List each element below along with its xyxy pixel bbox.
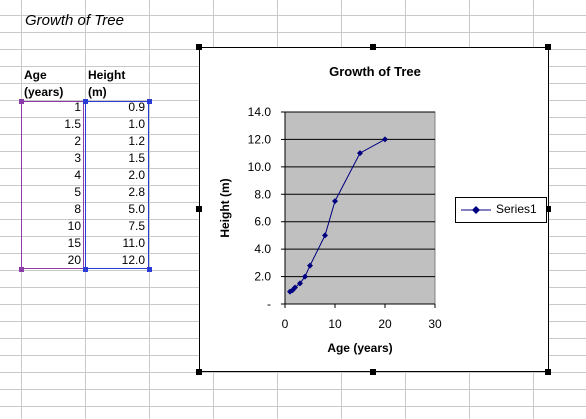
series1-point[interactable] [307, 262, 313, 269]
x-tick-label: 20 [378, 317, 392, 331]
age-range-handle-top-left[interactable] [19, 99, 24, 104]
age-cell[interactable]: 3 [74, 151, 81, 165]
chart-resize-handle-sw[interactable] [196, 369, 202, 375]
y-tick-label: 14.0 [248, 105, 272, 119]
chart-resize-handle-ne[interactable] [545, 44, 551, 50]
x-axis-label[interactable]: Age (years) [327, 341, 392, 355]
height-cell[interactable]: 2.8 [128, 185, 145, 199]
age-range-handle-bottom-left[interactable] [19, 267, 24, 272]
y-tick-label: 12.0 [248, 132, 272, 146]
axes [284, 112, 435, 305]
plot-area[interactable] [284, 111, 436, 305]
chart-resize-handle-se[interactable] [545, 369, 551, 375]
chart-legend[interactable]: Series1 [455, 197, 547, 223]
series1-point[interactable] [322, 232, 328, 239]
header-age-units[interactable]: (years) [24, 85, 64, 99]
height-cell[interactable]: 2.0 [128, 168, 145, 182]
x-tick-label: 30 [428, 317, 442, 331]
height-cell[interactable]: 0.9 [128, 100, 145, 114]
height-cell[interactable]: 1.5 [128, 151, 145, 165]
height-cell[interactable]: 7.5 [128, 219, 145, 233]
series1-point[interactable] [302, 273, 308, 280]
y-tick-label: - [267, 297, 271, 311]
x-tick-label: 0 [282, 317, 289, 331]
series1-point[interactable] [382, 136, 388, 143]
height-range-handle-bottom-right[interactable] [147, 267, 152, 272]
series1-point[interactable] [292, 284, 298, 291]
age-cell[interactable]: 2 [74, 134, 81, 148]
age-cell[interactable]: 1.5 [64, 117, 81, 131]
age-cell[interactable]: 4 [74, 168, 81, 182]
height-range-handle-top-left[interactable] [83, 99, 88, 104]
age-cell[interactable]: 5 [74, 185, 81, 199]
chart-resize-handle-w[interactable] [196, 206, 202, 212]
y-tick-label: 4.0 [254, 242, 271, 256]
height-cell[interactable]: 5.0 [128, 202, 145, 216]
chart-resize-handle-s[interactable] [370, 369, 376, 375]
height-range-handle-bottom-left[interactable] [83, 267, 88, 272]
y-tick-label: 8.0 [254, 187, 271, 201]
series1-point[interactable] [332, 198, 338, 205]
header-height[interactable]: Height [88, 68, 126, 82]
chart-resize-handle-e[interactable] [545, 206, 551, 212]
age-cell[interactable]: 10 [67, 219, 81, 233]
height-range-selection[interactable] [85, 101, 149, 269]
chart-title[interactable]: Growth of Tree [329, 64, 421, 79]
age-cell[interactable]: 8 [74, 202, 81, 216]
age-range-selection[interactable] [21, 101, 84, 269]
gridlines [285, 111, 435, 278]
y-tick-label: 10.0 [248, 160, 272, 174]
height-cell[interactable]: 1.0 [128, 117, 145, 131]
series1-markers[interactable] [287, 136, 388, 295]
height-cell[interactable]: 12.0 [121, 253, 145, 267]
header-age[interactable]: Age [24, 68, 47, 82]
legend-series1-label: Series1 [496, 202, 537, 216]
chart-resize-handle-n[interactable] [370, 44, 376, 50]
height-cell[interactable]: 11.0 [122, 236, 145, 250]
age-cell[interactable]: 20 [67, 253, 81, 267]
x-tick-label: 10 [328, 317, 342, 331]
age-cell[interactable]: 1 [74, 100, 81, 114]
y-axis-tick-labels: - 2.0 4.0 6.0 8.0 10.0 12.0 14.0 [248, 105, 285, 311]
y-tick-label: 6.0 [254, 215, 271, 229]
height-range-handle-top-right[interactable] [147, 99, 152, 104]
height-cell[interactable]: 1.2 [128, 134, 145, 148]
y-tick-label: 2.0 [254, 270, 271, 284]
age-cell[interactable]: 15 [67, 236, 81, 250]
chart-resize-handle-nw[interactable] [196, 44, 202, 50]
sheet-title-cell[interactable]: Growth of Tree [25, 12, 124, 29]
x-axis-tick-labels: 0 10 20 30 [282, 304, 442, 331]
header-height-units[interactable]: (m) [88, 85, 107, 99]
series1-point[interactable] [297, 280, 303, 287]
legend-series1-marker-icon [461, 206, 491, 214]
series1-point[interactable] [357, 150, 363, 157]
y-axis-label[interactable]: Height (m) [218, 178, 232, 237]
